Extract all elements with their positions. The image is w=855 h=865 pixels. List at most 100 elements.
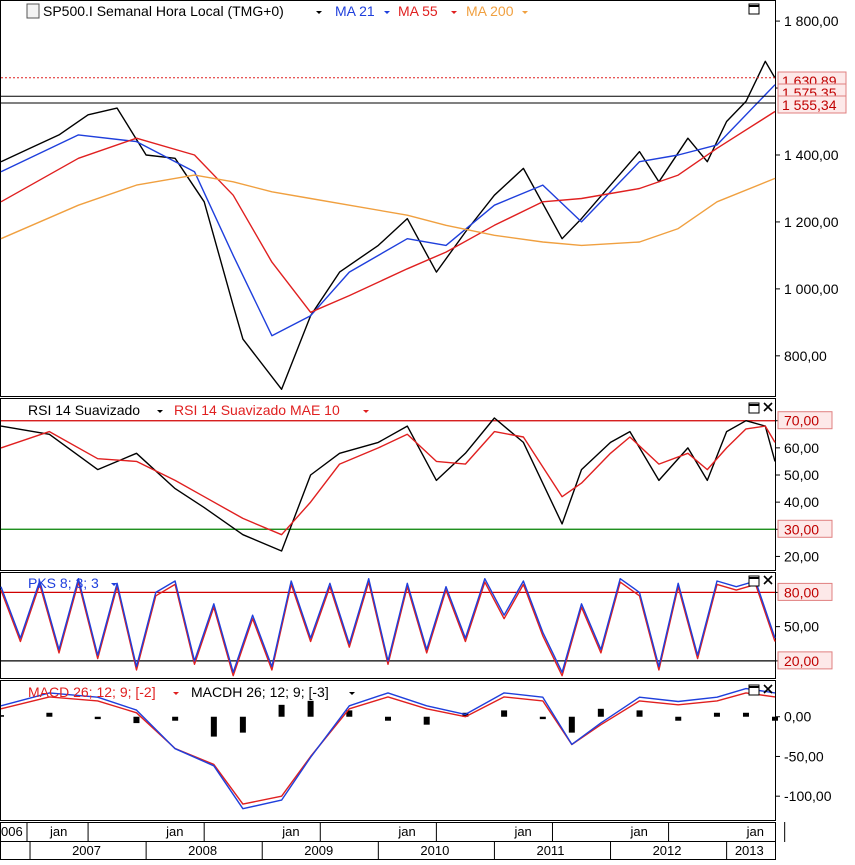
ma55-label: MA 55 <box>398 3 438 19</box>
y-tick-label: 50,00 <box>784 467 819 483</box>
x-year-label: 2011 <box>536 843 564 858</box>
level-tag <box>777 519 833 538</box>
pks-panel: 80,00 50,00 20,00 PKS 8; 3; 3 <box>0 572 833 679</box>
y-tick-label: 1 800,00 <box>784 13 839 29</box>
price-series-line <box>0 60 776 390</box>
dropdown-arrow-icon[interactable] <box>384 11 390 14</box>
histogram-bar <box>239 716 246 733</box>
macd-plot <box>0 687 778 810</box>
rsi-panel-frame <box>0 398 776 571</box>
histogram-bar <box>713 712 720 717</box>
histogram-bar <box>0 715 4 717</box>
x-month-label: jan <box>630 824 648 839</box>
y-tick-label: 20,00 <box>784 548 819 564</box>
y-tick-label: 70,00 <box>784 413 819 429</box>
x-year-label: 2008 <box>188 843 217 858</box>
maximize-icon[interactable] <box>748 684 760 696</box>
price-tag-label: 1 555,34 <box>782 97 837 113</box>
y-tick-label: 1 200,00 <box>784 214 839 230</box>
histogram-bar <box>133 716 140 724</box>
x-year-label: 2013 <box>735 843 764 858</box>
histogram-bar <box>385 716 391 721</box>
macd-series-line <box>0 692 776 805</box>
dropdown-arrow-icon[interactable] <box>157 410 163 413</box>
y-tick-label: 40,00 <box>784 494 819 510</box>
close-icon[interactable] <box>763 684 773 694</box>
histogram-bar <box>172 716 179 721</box>
x-month-label: jan <box>49 824 67 839</box>
dropdown-arrow-icon[interactable] <box>451 11 457 14</box>
pks-plot <box>0 578 776 677</box>
histogram-bar <box>636 710 643 717</box>
histogram-bar <box>46 712 53 717</box>
x-year-label: 2007 <box>72 843 101 858</box>
y-tick-label: 60,00 <box>784 440 819 456</box>
ma21-label: MA 21 <box>335 3 375 19</box>
x-month-label: jan <box>746 824 764 839</box>
y-tick-label: 20,00 <box>784 653 819 669</box>
histogram-bar <box>772 716 778 721</box>
histogram-bar <box>307 700 314 717</box>
ma200-label: MA 200 <box>466 3 514 19</box>
x-year-label: 2010 <box>420 843 449 858</box>
price-panel-title: SP500.I Semanal Hora Local (TMG+0) <box>43 3 284 19</box>
x-year-label: 2009 <box>304 843 333 858</box>
y-tick-label: 0,00 <box>784 709 811 725</box>
ma55-series-line <box>0 110 776 313</box>
rsi-panel: RSI 14 Suavizado RSI 14 Suavizado MAE 10… <box>0 398 833 571</box>
symbol-icon[interactable] <box>26 3 40 19</box>
y-tick-label: -100,00 <box>784 788 832 804</box>
pks-series-line <box>0 578 776 673</box>
ma21-series-line <box>0 84 776 337</box>
rsi-mae-label: RSI 14 Suavizado MAE 10 <box>174 402 340 418</box>
y-tick-label: 800,00 <box>784 348 827 364</box>
histogram-bar <box>597 708 604 717</box>
histogram-bar <box>278 704 285 717</box>
x-edge-label: 006 <box>1 824 23 839</box>
pks-signal-line <box>0 581 776 677</box>
level-tag <box>777 651 833 670</box>
y-tick-label: 80,00 <box>784 584 819 600</box>
price-y-axis: 1 800,001 600,001 400,001 200,001 000,00… <box>775 13 847 364</box>
price-plot <box>0 60 776 390</box>
macd-y-axis: 0,00 -50,00 -100,00 <box>775 709 832 804</box>
price-panel-frame <box>0 0 776 397</box>
y-tick-label: 1 000,00 <box>784 281 839 297</box>
dropdown-arrow-icon[interactable] <box>363 410 369 413</box>
histogram-bar <box>501 710 508 717</box>
level-tag <box>777 411 833 430</box>
y-tick-label: 30,00 <box>784 521 819 537</box>
histogram-bar <box>423 716 430 725</box>
y-tick-label: 1 400,00 <box>784 147 839 163</box>
dropdown-arrow-icon[interactable] <box>522 11 528 14</box>
dropdown-arrow-icon[interactable] <box>316 11 322 14</box>
macd-signal-line <box>0 687 776 810</box>
maximize-icon[interactable] <box>748 575 760 587</box>
histogram-bar <box>210 716 217 737</box>
dropdown-arrow-icon[interactable] <box>349 692 355 695</box>
histogram-bar <box>742 712 749 717</box>
dropdown-arrow-icon[interactable] <box>111 583 117 586</box>
macdh-label: MACDH 26; 12; 9; [-3] <box>191 684 329 700</box>
maximize-icon[interactable] <box>748 3 760 15</box>
x-month-label: jan <box>281 824 299 839</box>
rsi-label: RSI 14 Suavizado <box>28 402 140 418</box>
close-icon[interactable] <box>763 575 773 585</box>
close-icon[interactable] <box>763 402 773 412</box>
pks-y-axis: 80,00 50,00 20,00 <box>775 582 833 670</box>
x-month-label: jan <box>513 824 531 839</box>
rsi-y-axis: 70,00 60,00 50,00 40,00 30,00 20,00 <box>775 411 833 564</box>
price-panel: SP500.I Semanal Hora Local (TMG+0) MA 21… <box>0 0 847 397</box>
maximize-icon[interactable] <box>748 402 760 414</box>
y-tick-label: -50,00 <box>784 748 824 764</box>
histogram-bar <box>539 716 546 720</box>
pks-label: PKS 8; 3; 3 <box>28 575 99 591</box>
price-tag <box>777 95 847 114</box>
x-axis: 006 jan 2007 jan 2008 jan 2009 jan 2010 jan 2011 ja… <box>0 822 786 860</box>
histogram-bar <box>568 716 575 733</box>
dropdown-arrow-icon[interactable] <box>173 692 179 695</box>
histogram-bar <box>346 710 353 717</box>
histogram-bar <box>675 716 682 721</box>
